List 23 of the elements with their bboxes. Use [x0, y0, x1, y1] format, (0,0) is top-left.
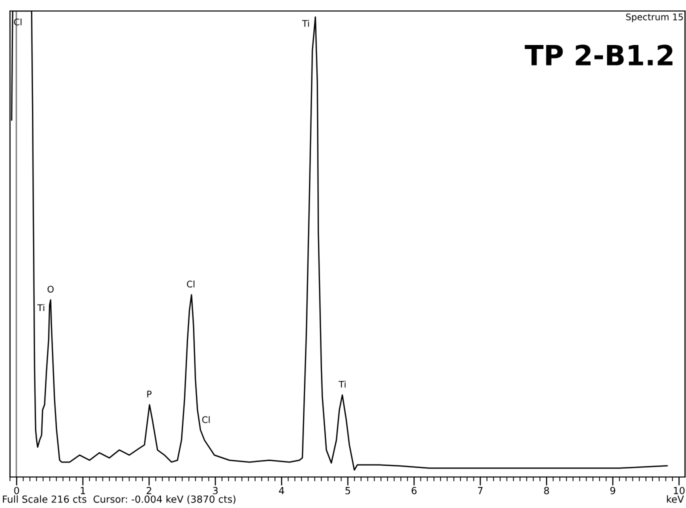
text: Full Scale 216 cts Cursor: -0.004 keV (3870 cts): [2, 495, 236, 504]
annotation: O: [48, 286, 54, 293]
x-tick-label: 7: [478, 487, 483, 494]
x-tick-label: 10: [674, 486, 685, 494]
x-tick-label: 6: [412, 486, 417, 494]
annotation: Cl: [202, 416, 210, 424]
annotation: Ti: [302, 20, 309, 27]
annotation: P: [147, 390, 152, 398]
annotation: Ti: [37, 304, 44, 311]
chart-subtitle: Spectrum 15: [626, 13, 683, 22]
x-tick-label: 9: [610, 486, 616, 494]
annotation: Ti: [338, 380, 346, 388]
x-tick-label: 4: [278, 487, 284, 494]
x-tick-label: 3: [212, 486, 218, 494]
text: TP 2-B1.2: [524, 44, 672, 66]
x-axis-title: keV: [666, 495, 684, 503]
x-tick-label: 8: [544, 486, 549, 494]
x-tick-label: 1: [80, 487, 86, 494]
x-tick-label: 0: [14, 486, 20, 494]
annotation: Cl: [14, 18, 22, 26]
x-tick-label: 5: [345, 487, 350, 494]
x-tick-label: 2: [146, 486, 152, 494]
annotation: Cl: [186, 280, 194, 288]
